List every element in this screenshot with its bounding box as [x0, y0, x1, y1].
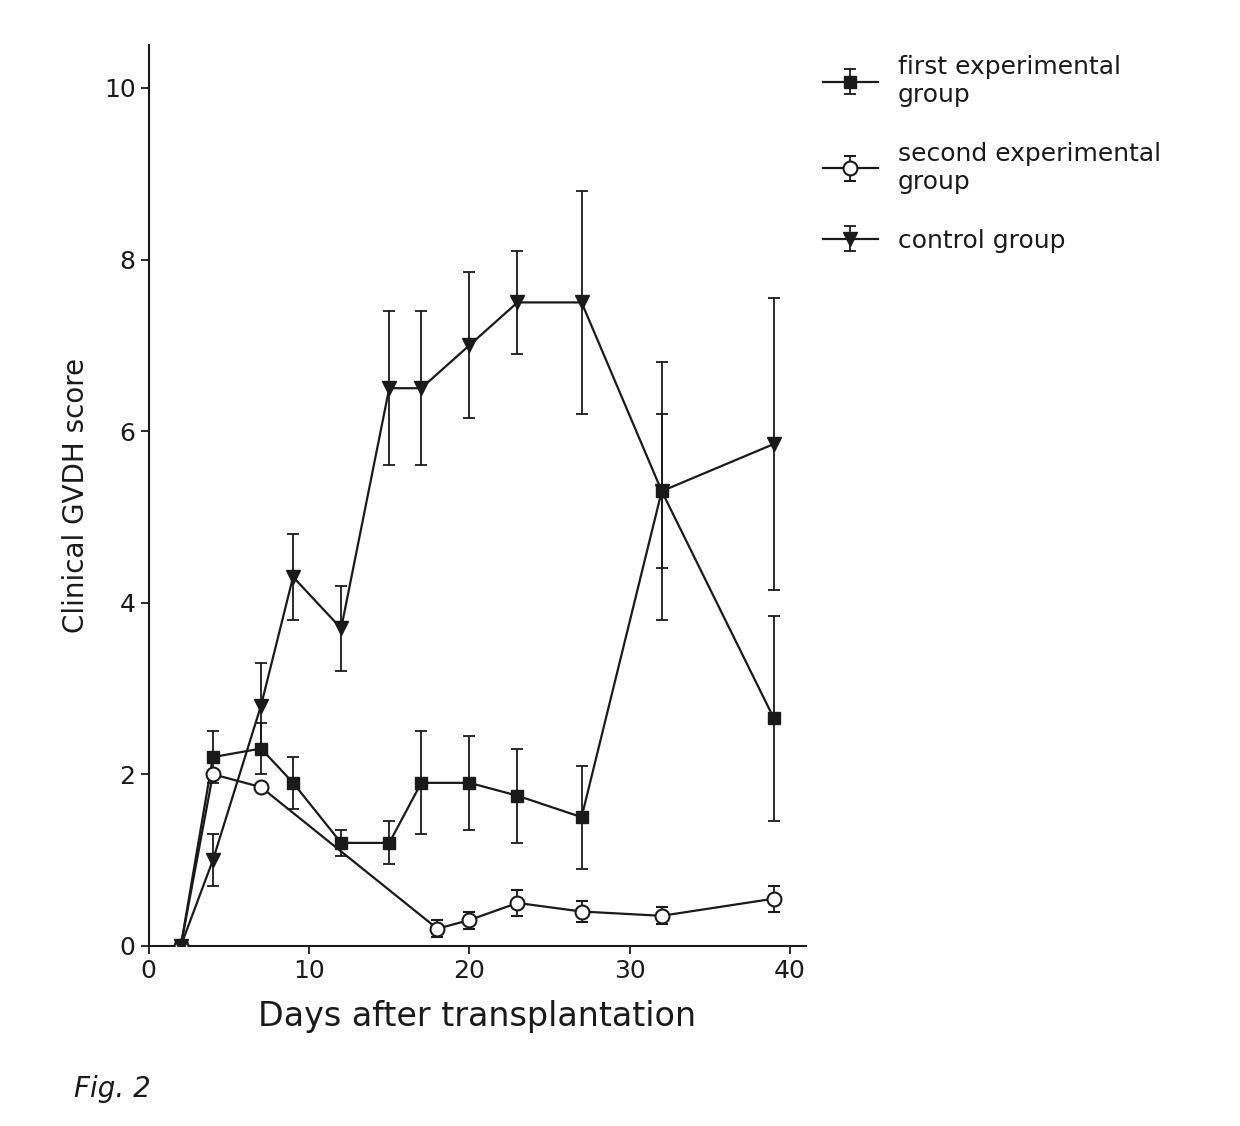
Legend: first experimental
group, second experimental
group, control group: first experimental group, second experim…	[812, 45, 1171, 262]
Text: Fig. 2: Fig. 2	[74, 1075, 151, 1103]
Y-axis label: Clinical GVDH score: Clinical GVDH score	[62, 358, 91, 633]
X-axis label: Days after transplantation: Days after transplantation	[258, 1000, 697, 1033]
